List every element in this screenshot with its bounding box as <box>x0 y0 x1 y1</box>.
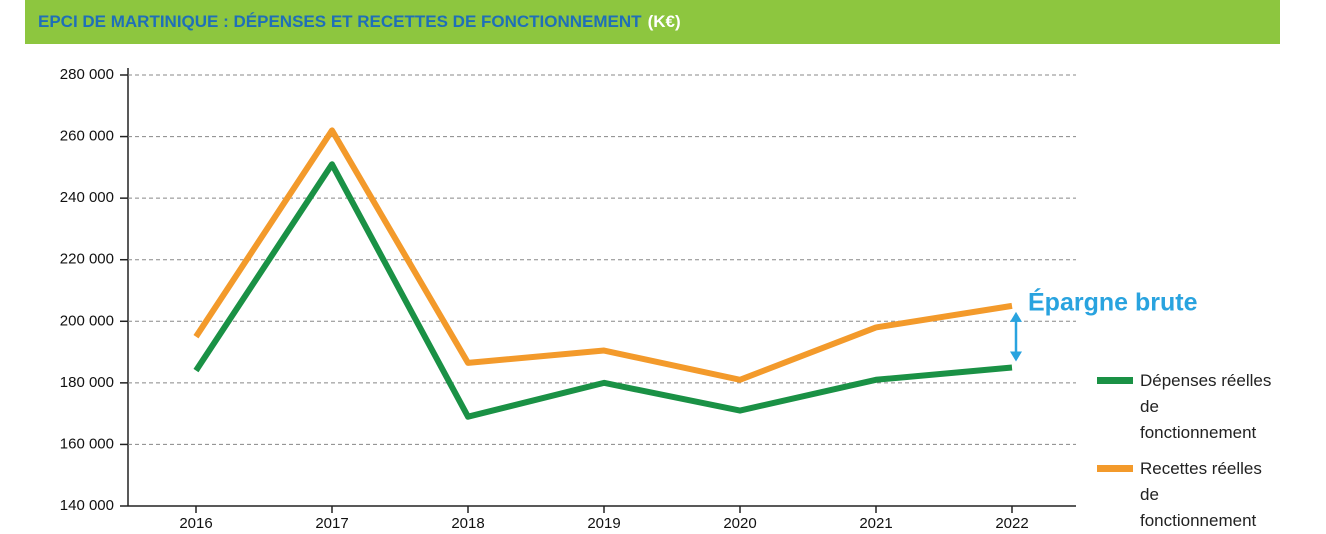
series-line <box>193 127 1013 383</box>
arrow-head <box>1010 351 1022 362</box>
annotation: Épargne brute <box>1028 288 1198 317</box>
chart-title-group: EPCI DE MARTINIQUE : DÉPENSES ET RECETTE… <box>38 12 681 31</box>
x-tick-label: 2016 <box>179 515 212 532</box>
legend-label: Dépenses réelles de fonctionnement <box>1140 371 1272 442</box>
x-tick-label: 2018 <box>451 515 484 532</box>
y-tick-label: 280 000 <box>60 66 114 83</box>
series-line <box>193 161 1013 420</box>
x-tick-label: 2022 <box>995 515 1028 532</box>
x-tick-label: 2017 <box>315 515 348 532</box>
y-tick-label: 220 000 <box>60 251 114 268</box>
x-tick-label: 2019 <box>587 515 620 532</box>
y-tick-label: 260 000 <box>60 128 114 145</box>
legend-label: Recettes réelles de fonctionnement <box>1140 459 1262 530</box>
x-tick-label: 2021 <box>859 515 892 532</box>
legend-swatch <box>1097 465 1133 472</box>
y-tick-label: 160 000 <box>60 435 114 452</box>
arrow-head <box>1010 311 1022 322</box>
y-tick-label: 140 000 <box>60 497 114 514</box>
chart-title: EPCI DE MARTINIQUE : DÉPENSES ET RECETTE… <box>38 12 642 31</box>
legend-swatch <box>1097 377 1133 384</box>
y-tick-label: 240 000 <box>60 189 114 206</box>
x-tick-label: 2020 <box>723 515 756 532</box>
header-bar <box>25 0 1280 44</box>
y-tick-label: 200 000 <box>60 312 114 329</box>
chart-title-unit: (K€) <box>648 12 681 31</box>
y-tick-label: 180 000 <box>60 374 114 391</box>
